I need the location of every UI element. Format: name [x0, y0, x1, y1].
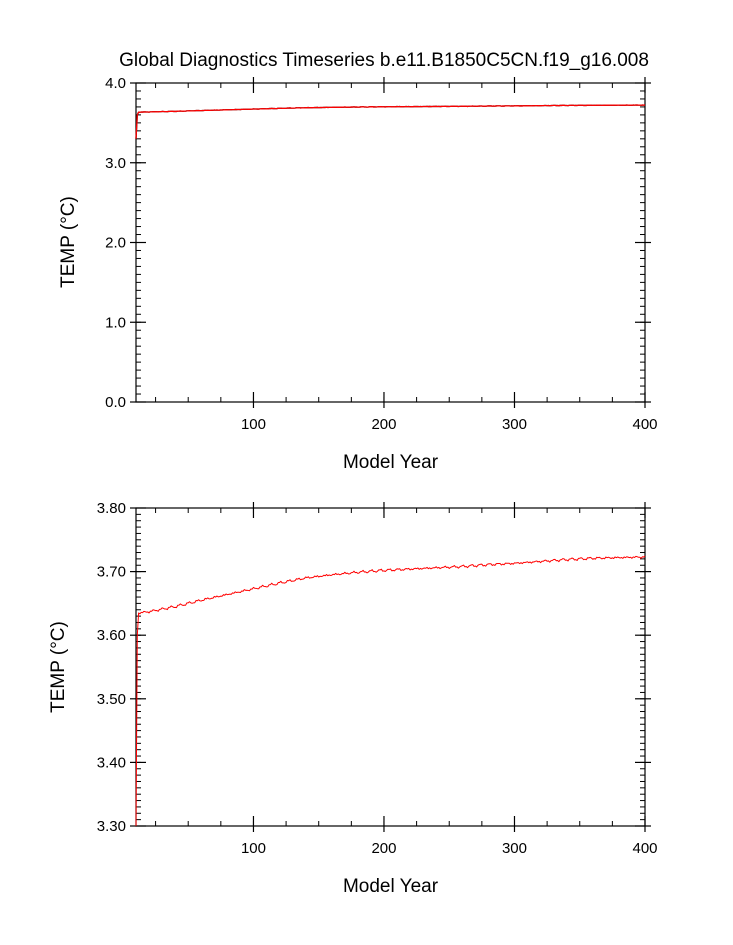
- y-tick-label: 1.0: [105, 314, 126, 331]
- y-axis-label: TEMP (°C): [48, 621, 69, 713]
- x-tick-label: 200: [371, 416, 396, 433]
- x-tick-label: 100: [241, 840, 266, 857]
- y-tick-label: 3.40: [97, 754, 126, 771]
- y-axis-label: TEMP (°C): [58, 196, 79, 288]
- y-tick-label: 3.60: [97, 627, 126, 644]
- x-tick-label: 400: [632, 416, 657, 433]
- x-axis-label: Model Year: [343, 452, 439, 473]
- x-tick-label: 200: [371, 840, 396, 857]
- y-tick-label: 3.0: [105, 155, 126, 172]
- y-tick-label: 4.0: [105, 75, 126, 92]
- y-tick-label: 3.30: [97, 818, 126, 835]
- x-tick-label: 300: [502, 416, 527, 433]
- chart-title: Global Diagnostics Timeseries b.e11.B185…: [119, 50, 649, 71]
- y-tick-label: 0.0: [105, 394, 126, 411]
- x-tick-label: 400: [632, 840, 657, 857]
- y-tick-label: 2.0: [105, 235, 126, 252]
- plot-frame: [135, 82, 646, 403]
- y-tick-label: 3.70: [97, 564, 126, 581]
- plot-frame: [135, 507, 646, 827]
- x-tick-label: 300: [502, 840, 527, 857]
- bottom-panel: 3.30 3.40 3.50 3.60 3.70 3.80 100 200 300 400 Mode…: [48, 500, 658, 897]
- series-line-1: [135, 104, 646, 139]
- x-tick-label: 100: [241, 416, 266, 433]
- x-axis-label: Model Year: [343, 876, 439, 897]
- top-panel: 0.0 1.0 2.0 3.0 4.0 100 200 300 400 Model Year TEM…: [58, 75, 658, 473]
- series-line-0: [135, 555, 646, 827]
- y-tick-label: 3.80: [97, 500, 126, 517]
- y-tick-label: 3.50: [97, 691, 126, 708]
